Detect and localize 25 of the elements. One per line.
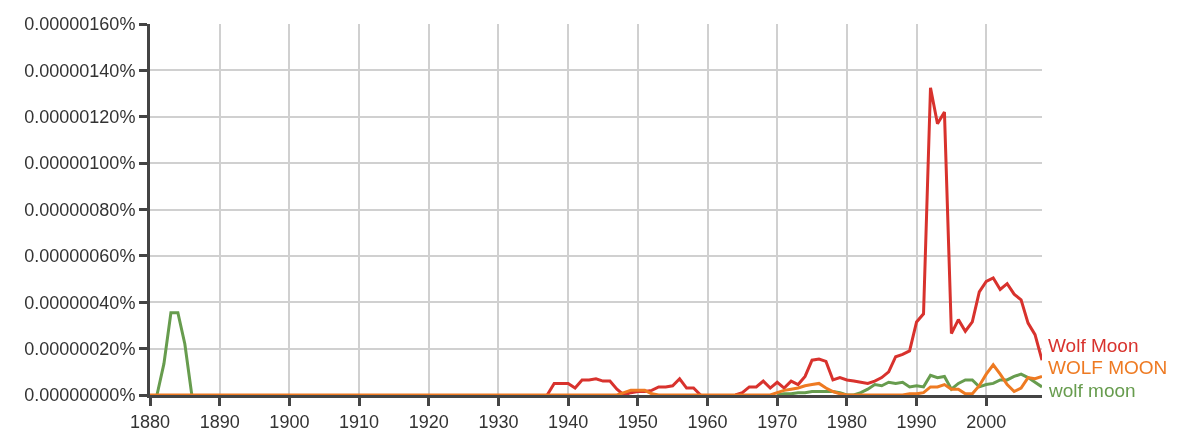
x-tick-label: 1890 [199, 411, 240, 432]
y-tick-label: 0.00000160% [24, 14, 136, 35]
y-tick-label: 0.00000120% [24, 107, 136, 128]
x-tick-label: 1940 [548, 411, 589, 432]
x-tick-label: 1920 [408, 411, 449, 432]
x-tick-label: 1930 [478, 411, 519, 432]
x-tick-label: 1960 [687, 411, 728, 432]
y-tick-label: 0.00000080% [24, 199, 136, 220]
y-tick-label: 0.00000020% [24, 338, 136, 359]
y-tick-label: 0.00000100% [24, 153, 136, 174]
x-tick-label: 1990 [896, 411, 937, 432]
x-tick-label: 1980 [826, 411, 867, 432]
x-tick-label: 1910 [339, 411, 380, 432]
y-tick-label: 0.00000000% [24, 385, 136, 406]
series-label: wolf moon [1048, 380, 1136, 401]
y-tick-label: 0.00000140% [24, 60, 136, 81]
x-tick-label: 2000 [966, 411, 1007, 432]
x-tick-label: 1970 [757, 411, 798, 432]
y-tick-label: 0.00000060% [24, 246, 136, 267]
x-tick-label: 1900 [269, 411, 310, 432]
series-label: WOLF MOON [1048, 357, 1168, 378]
x-tick-label: 1950 [617, 411, 658, 432]
x-tick-label: 1880 [129, 411, 171, 432]
y-tick-label: 0.00000040% [24, 292, 136, 313]
series-label: Wolf Moon [1048, 335, 1139, 356]
